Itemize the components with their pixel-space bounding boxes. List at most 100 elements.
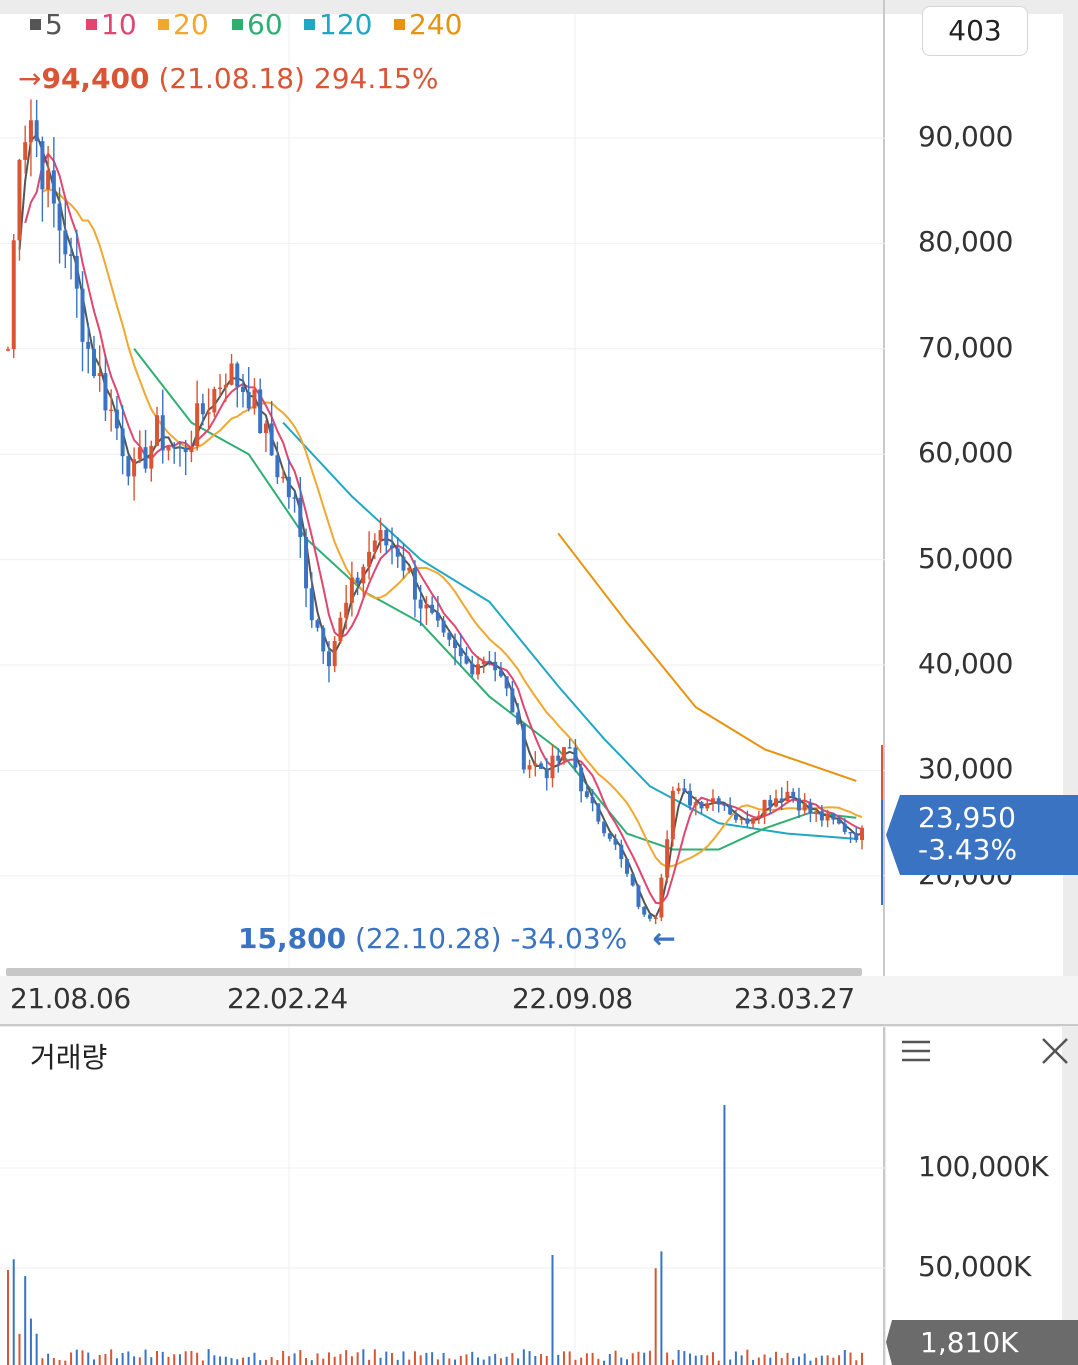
volume-axis-bg <box>886 1027 1062 1365</box>
volume-bar <box>654 1268 657 1365</box>
legend-ma60-label: 60 <box>247 8 283 41</box>
legend-ma60[interactable]: 60 <box>232 8 283 41</box>
legend-ma10[interactable]: 10 <box>86 8 137 41</box>
legend-ma120[interactable]: 120 <box>304 8 372 41</box>
candle-body <box>246 391 251 409</box>
volume-bar <box>454 1359 457 1365</box>
volume-bar <box>35 1333 38 1365</box>
candle-body <box>361 566 366 584</box>
candle-body <box>51 170 56 204</box>
candle-body <box>109 409 114 412</box>
candle-body <box>722 804 727 806</box>
chart-scrollbar[interactable] <box>6 968 862 976</box>
volume-bar <box>282 1350 285 1365</box>
volume-bar <box>264 1359 267 1365</box>
high-pct: 294.15% <box>313 62 439 95</box>
volume-bar <box>362 1349 365 1365</box>
volume-bar <box>683 1351 686 1365</box>
volume-bar <box>201 1360 204 1365</box>
volume-bar <box>706 1355 709 1365</box>
volume-bar <box>144 1349 147 1365</box>
candle-body <box>321 627 326 652</box>
legend-ma20[interactable]: 20 <box>158 8 209 41</box>
candle-body <box>235 363 240 387</box>
candle-body <box>607 833 612 839</box>
low-price-annotation: 15,800 (22.10.28) -34.03% ← <box>238 922 676 955</box>
volume-bar <box>499 1358 502 1365</box>
price-tick-80000: 80,000 <box>918 225 1013 258</box>
legend-ma10-label: 10 <box>101 8 137 41</box>
candle-body <box>166 446 171 451</box>
price-tick-50000: 50,000 <box>918 542 1013 575</box>
candle-body <box>315 620 320 628</box>
legend-ma20-label: 20 <box>173 8 209 41</box>
candle-body <box>670 790 675 840</box>
volume-bar <box>219 1356 222 1365</box>
candle-body <box>6 349 10 351</box>
legend-ma240[interactable]: 240 <box>394 8 462 41</box>
volume-panel-bg <box>0 1027 885 1365</box>
candle-body <box>688 790 693 806</box>
volume-bar <box>643 1352 646 1365</box>
candle-body <box>418 599 423 609</box>
volume-bar <box>110 1349 113 1365</box>
candle-body <box>447 632 452 640</box>
candle-body <box>395 548 400 557</box>
volume-bar <box>603 1360 606 1365</box>
volume-bar <box>373 1349 376 1365</box>
price-tick-60000: 60,000 <box>918 436 1013 469</box>
candle-body <box>28 120 33 143</box>
volume-bar <box>47 1353 50 1365</box>
candle-body <box>86 341 91 349</box>
candle-body <box>149 445 154 469</box>
volume-bar <box>545 1355 548 1365</box>
volume-bar <box>597 1358 600 1365</box>
candle-body <box>659 877 664 918</box>
candle-body <box>762 799 767 816</box>
volume-bar <box>293 1353 296 1365</box>
candle-body <box>779 798 784 801</box>
candle-body <box>739 818 744 821</box>
volume-bar <box>408 1359 411 1365</box>
candle-body <box>768 799 773 807</box>
candle-body <box>693 802 698 806</box>
candle-body <box>223 384 228 388</box>
volume-bar <box>734 1351 737 1365</box>
volume-bar <box>230 1358 233 1365</box>
volume-bar <box>786 1352 789 1365</box>
candle-body <box>177 447 182 449</box>
volume-bar <box>196 1352 199 1365</box>
candle-body <box>63 230 68 255</box>
candle-body <box>349 577 354 603</box>
volume-bar <box>740 1355 743 1365</box>
candle-body <box>326 651 331 667</box>
volume-bar <box>775 1351 778 1365</box>
volume-bar <box>345 1350 348 1365</box>
legend-ma5[interactable]: 5 <box>30 8 63 41</box>
candle-body <box>756 815 761 819</box>
date-tick-4: 23.03.27 <box>734 982 855 1015</box>
volume-bar <box>287 1356 290 1365</box>
candle-body <box>309 588 314 621</box>
candle-body <box>854 833 859 841</box>
candle-body <box>498 670 503 677</box>
candle-body <box>464 656 469 664</box>
volume-bar <box>12 1259 15 1365</box>
volume-bar <box>29 1318 32 1365</box>
candle-body <box>808 802 813 814</box>
candle-body <box>200 403 205 415</box>
candle-body <box>126 456 131 477</box>
volume-bar <box>763 1354 766 1365</box>
candle-count-badge[interactable]: 403 <box>922 6 1028 56</box>
candle-body <box>57 203 62 231</box>
price-tick-70000: 70,000 <box>918 331 1013 364</box>
current-change: -3.43% <box>918 833 1018 866</box>
close-icon[interactable] <box>1040 1036 1070 1066</box>
candles <box>6 99 864 925</box>
low-pct: -34.03% <box>510 922 628 955</box>
candle-body <box>304 537 309 589</box>
candle-body <box>699 802 704 809</box>
candle-body <box>183 447 188 453</box>
menu-icon[interactable] <box>902 1040 930 1062</box>
